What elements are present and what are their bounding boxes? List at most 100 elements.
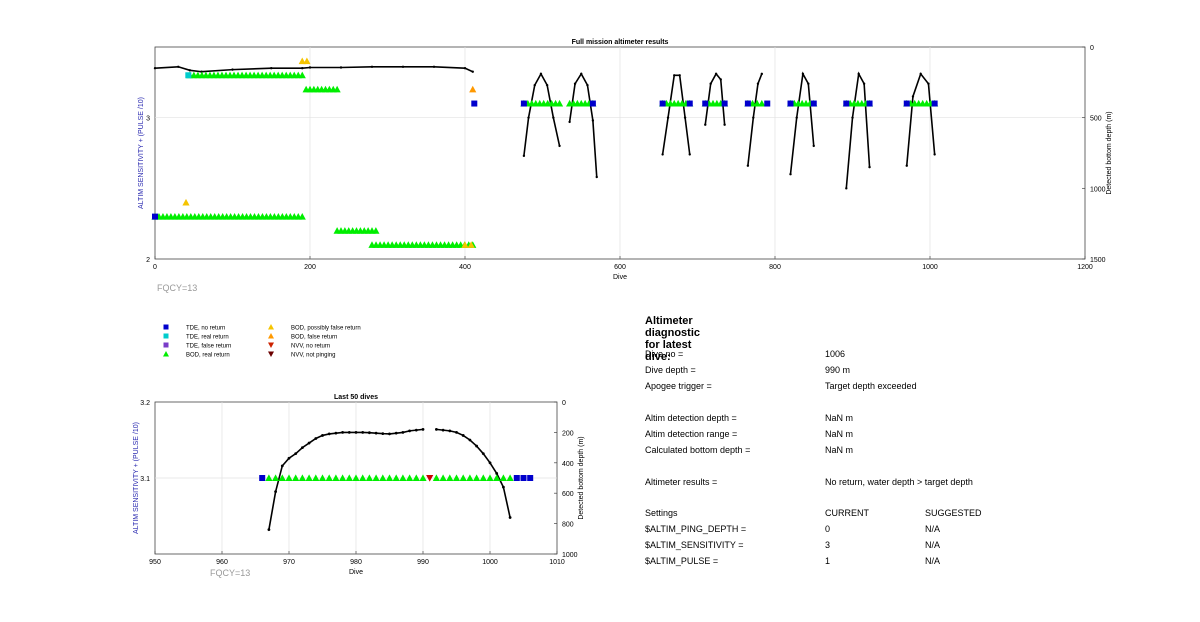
legend-marker-triangle-down [268,351,274,357]
marker-triangle [758,99,766,107]
depth-point [301,67,304,70]
marker-square [903,100,910,107]
marker-triangle [182,198,190,206]
depth-point [455,431,458,434]
depth-point [370,65,374,68]
depth-point [441,428,445,432]
marker-triangle [459,474,467,481]
depth-point [188,69,192,72]
full-mission-series-bod-possibly-false-return [182,57,475,248]
full-mission-xlabel: Dive [613,274,627,281]
depth-point [756,82,760,85]
marker-triangle [392,474,400,481]
legend: TDE, no return TDE, real return TDE, false… [163,324,361,359]
depth-point [919,72,922,76]
last-50-x-tick-label: 970 [283,559,295,566]
full-mission-x-tick-label: 1200 [1077,264,1093,271]
last-50-annotation: FQCY=13 [210,568,250,578]
depth-point [760,72,764,76]
depth-point [421,427,425,431]
depth-point [294,452,298,456]
marker-square [721,100,728,107]
depth-point [481,452,485,456]
depth-point [361,431,365,434]
diag-label-detect-range: Altim detection range = [645,429,738,439]
diag-value-detect-range: NaN m [825,429,854,439]
marker-square [259,475,266,481]
depth-point [270,67,273,70]
depth-line [747,73,763,166]
marker-triangle-down [426,475,434,482]
depth-point [522,154,526,158]
diag-value-dive-depth: 990 m [825,365,851,375]
setting-pulse-suggested: N/A [925,556,941,566]
depth-point [801,72,805,76]
depth-point [463,67,467,70]
diag-value-apogee: Target depth exceeded [825,381,917,391]
last-50-y-right-tick-label: 0 [562,400,566,407]
diag-label-dive-no: Dive no = [645,349,684,359]
full-mission-x-tick-label: 1000 [922,264,938,271]
marker-triangle [298,213,306,220]
marker-triangle [499,474,507,481]
depth-point [683,116,687,119]
depth-point [746,164,750,167]
depth-point [287,456,291,460]
legend-label: BOD, possibly false return [291,326,361,332]
depth-point [545,83,549,87]
depth-point [558,144,561,148]
marker-triangle [325,474,333,481]
last-50-series-nvv-no-return [426,475,434,482]
marker-square [527,475,534,481]
full-mission-y-left-tick-label: 2 [146,257,150,264]
full-mission-y-right-tick-label: 500 [1090,116,1102,123]
depth-point [661,153,664,156]
depth-point [414,428,418,432]
marker-square [152,213,158,220]
marker-triangle [298,57,306,65]
full-mission-x-tick-label: 600 [614,264,626,271]
last-50-x-tick-label: 1010 [549,559,565,566]
full-mission-x-tick-label: 200 [304,264,316,271]
last-50-x-tick-label: 960 [216,559,228,566]
depth-point [341,431,344,434]
depth-point [580,72,583,76]
marker-square [686,100,693,107]
last-50-x-tick-label: 990 [417,559,429,566]
diag-value-detect-depth: NaN m [825,413,854,423]
depth-point [508,516,512,519]
depth-point [591,119,595,122]
marker-triangle [461,241,469,248]
depth-point [719,78,722,81]
settings-header-label: Settings [645,508,678,518]
full-mission-ylabel-left: ALTIM SENSITIVITY + (PULSE /10) [138,97,145,209]
last-50-y-right-tick-label: 200 [562,430,574,437]
marker-square [471,100,478,107]
marker-triangle [359,474,367,481]
depth-point [812,144,815,148]
depth-point [714,72,718,76]
marker-triangle [466,474,474,481]
marker-triangle [439,474,447,481]
depth-point [488,461,492,465]
marker-triangle [406,474,414,481]
full-mission-x-tick-label: 0 [153,264,157,271]
depth-point [868,165,871,169]
depth-point [862,82,866,85]
depth-point [314,437,318,440]
legend-item: NVV, no return [268,342,330,350]
setting-sensitivity-current: 3 [825,540,831,550]
last-50-y-right-tick-label: 600 [562,491,574,498]
marker-square [931,100,938,107]
full-mission-annotation: FQCY=13 [157,283,197,293]
depth-point [495,472,499,475]
marker-triangle [372,227,380,234]
depth-point [595,175,598,179]
legend-marker-square [163,333,169,339]
depth-point [845,187,848,190]
marker-triangle [555,99,564,107]
marker-triangle [298,71,306,79]
diag-label-apogee: Apogee trigger = [645,381,712,391]
depth-point [231,68,234,71]
